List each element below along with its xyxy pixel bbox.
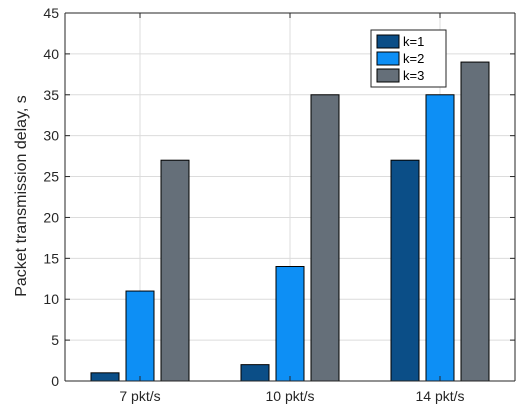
bars: [90, 61, 490, 382]
bar-k=2-14-pkt-s: [425, 94, 455, 382]
x-tick-label: 14 pkt/s: [415, 388, 464, 404]
y-tick-label: 5: [51, 332, 59, 348]
y-tick-labels: 0 5 10 15 20 25 30 35 40 45: [43, 5, 59, 389]
y-tick-label: 10: [43, 291, 59, 307]
legend-swatch-k=2: [376, 51, 400, 66]
legend-label-k=3: k=3: [403, 68, 424, 83]
x-tick-label: 7 pkt/s: [119, 388, 160, 404]
bar-k=3-14-pkt-s: [460, 61, 490, 382]
y-tick-label: 45: [43, 5, 59, 21]
y-tick-label: 30: [43, 128, 59, 144]
bar-k=1-14-pkt-s: [390, 159, 420, 382]
legend-swatch-k=1: [376, 34, 400, 49]
y-axis-label: Packet transmission delay, s: [13, 95, 30, 297]
y-tick-label: 20: [43, 209, 59, 225]
bar-k=1-10-pkt-s: [240, 364, 270, 382]
y-tick-label: 25: [43, 169, 59, 185]
x-tick-label: 10 pkt/s: [265, 388, 314, 404]
bar-k=2-7-pkt-s: [125, 290, 155, 382]
bar-k=3-10-pkt-s: [310, 94, 340, 382]
y-tick-label: 40: [43, 46, 59, 62]
legend-label-k=1: k=1: [403, 34, 424, 49]
y-tick-label: 15: [43, 250, 59, 266]
legend-label-k=2: k=2: [403, 51, 424, 66]
legend-swatch-k=3: [376, 68, 400, 83]
bar-k=1-7-pkt-s: [90, 372, 120, 382]
x-tick-labels: 7 pkt/s 10 pkt/s 14 pkt/s: [119, 388, 464, 404]
y-tick-label: 35: [43, 87, 59, 103]
axes: [64, 12, 516, 382]
y-tick-label: 0: [51, 373, 59, 389]
bar-k=3-7-pkt-s: [160, 159, 190, 382]
legend: k=1 k=2 k=3: [370, 29, 447, 88]
bar-k=2-10-pkt-s: [275, 266, 305, 382]
